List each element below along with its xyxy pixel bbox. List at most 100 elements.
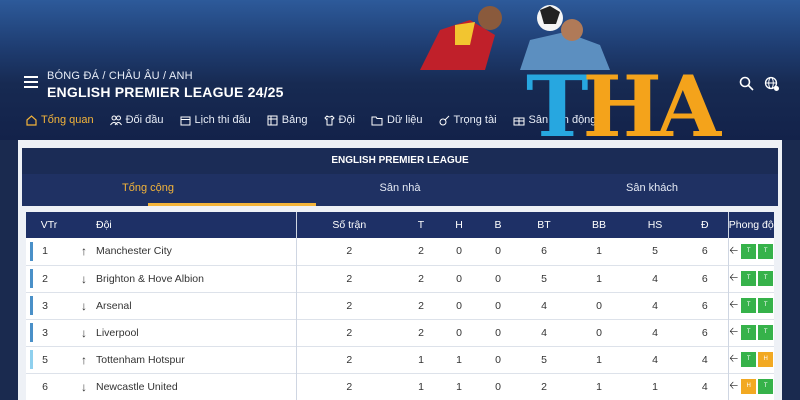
- rank-cell: 1: [42, 245, 48, 258]
- arrow-left-icon[interactable]: 🡠: [729, 353, 739, 365]
- goals-against-cell: 0: [596, 326, 602, 339]
- goal-diff-cell: 4: [652, 272, 658, 285]
- main-nav: Tổng quan Đối đầu Lịch thi đấu Bảng Đội …: [0, 106, 596, 134]
- table-row[interactable]: 5 ↑ Tottenham Hotspur 2 1 1 0 5 1 4 4 🡠 T H: [26, 346, 774, 373]
- standings-table: VTr Đội Số trận T H B BT BB HS Đ Phong đ…: [26, 212, 774, 400]
- globe-settings-icon[interactable]: [764, 76, 780, 92]
- table-row[interactable]: 3 ↓ Arsenal 2 2 0 0 4 0 4 6 🡠 T T: [26, 292, 774, 319]
- tab-away[interactable]: Sân khách: [626, 182, 678, 194]
- zone-indicator: [30, 377, 33, 396]
- tab-overview[interactable]: Tổng quan: [26, 114, 94, 126]
- table-row[interactable]: 6 ↓ Newcastle United 2 1 1 0 2 1 1 4 🡠 H T: [26, 373, 774, 400]
- football-players-image: [420, 5, 610, 70]
- team-name[interactable]: Tottenham Hotspur: [96, 353, 185, 366]
- form-badge: T: [758, 379, 774, 394]
- wins-cell: 2: [418, 326, 424, 339]
- tab-referee[interactable]: Trọng tài: [439, 114, 497, 126]
- goals-against-cell: 1: [596, 353, 602, 366]
- page-title: ENGLISH PREMIER LEAGUE 24/25: [47, 84, 284, 100]
- col-draws[interactable]: H: [455, 219, 463, 231]
- arrow-left-icon[interactable]: 🡠: [729, 326, 739, 338]
- table-icon: [267, 115, 278, 125]
- played-cell: 2: [295, 265, 402, 292]
- trend-icon: ↓: [81, 271, 87, 286]
- points-cell: 6: [701, 299, 708, 312]
- wins-cell: 2: [418, 272, 424, 285]
- tab-data[interactable]: Dữ liệu: [371, 114, 423, 126]
- tab-fixtures[interactable]: Lịch thi đấu: [180, 114, 251, 126]
- tab-stadium[interactable]: Sân vận động: [513, 114, 596, 126]
- form-badge: T: [741, 352, 757, 367]
- users-icon: [109, 115, 122, 125]
- form-badge: T: [741, 243, 757, 259]
- goal-diff-cell: 4: [652, 326, 658, 339]
- col-team[interactable]: Đội: [96, 219, 112, 231]
- tab-total[interactable]: Tổng cộng: [22, 174, 316, 206]
- losses-cell: 0: [495, 353, 501, 366]
- form-badge: T: [741, 325, 757, 340]
- team-name[interactable]: Manchester City: [96, 245, 172, 258]
- arrow-left-icon[interactable]: 🡠: [729, 272, 739, 284]
- col-goal-diff[interactable]: HS: [647, 219, 663, 231]
- trend-icon: ↑: [81, 352, 87, 367]
- standings-tabs: Tổng cộng Sân nhà Sân khách: [22, 174, 778, 206]
- panel-heading: ENGLISH PREMIER LEAGUE: [22, 148, 778, 174]
- tha-watermark-logo: THA: [526, 57, 721, 156]
- breadcrumb[interactable]: BÓNG ĐÁ / CHÂU ÂU / ANH: [47, 70, 193, 82]
- table-row[interactable]: 2 ↓ Brighton & Hove Albion 2 2 0 0 5 1 4 6 🡠 T T: [26, 265, 774, 292]
- table-row[interactable]: 1 ↑ Manchester City 2 2 0 0 6 1 5 6 🡠 T T: [26, 238, 774, 265]
- col-played[interactable]: Số trận: [295, 212, 402, 238]
- col-rank[interactable]: VTr: [40, 219, 58, 231]
- tab-home[interactable]: Sân nhà: [379, 182, 421, 194]
- standings-panel: ENGLISH PREMIER LEAGUE Tổng cộng Sân nhà…: [18, 140, 782, 400]
- played-cell: 2: [295, 238, 402, 265]
- arrow-left-icon[interactable]: 🡠: [729, 244, 739, 257]
- table-row[interactable]: 3 ↓ Liverpool 2 2 0 0 4 0 4 6 🡠 T T: [26, 319, 774, 346]
- hamburger-menu-icon[interactable]: [24, 76, 38, 88]
- home-icon: [26, 114, 37, 126]
- col-wins[interactable]: T: [417, 219, 425, 231]
- form-badge: T: [741, 271, 757, 286]
- draws-cell: 1: [456, 353, 462, 366]
- points-cell: 4: [701, 353, 708, 366]
- played-cell: 2: [295, 292, 402, 319]
- form-cell: 🡠 T T: [729, 269, 775, 288]
- goals-for-cell: 5: [541, 353, 547, 366]
- arrow-left-icon[interactable]: 🡠: [729, 299, 739, 311]
- team-name[interactable]: Brighton & Hove Albion: [96, 272, 204, 285]
- trend-icon: ↓: [81, 379, 87, 394]
- tab-standings[interactable]: Bảng: [267, 114, 308, 126]
- tab-teams[interactable]: Đội: [323, 114, 355, 126]
- arrow-left-icon[interactable]: 🡠: [729, 380, 739, 392]
- rank-cell: 5: [42, 353, 48, 366]
- col-goals-for[interactable]: BT: [537, 219, 551, 231]
- rank-cell: 3: [42, 326, 48, 339]
- tab-head-to-head[interactable]: Đối đầu: [109, 114, 164, 126]
- team-name[interactable]: Liverpool: [96, 326, 139, 339]
- search-icon[interactable]: [739, 76, 754, 91]
- folder-icon: [371, 116, 383, 125]
- col-points[interactable]: Đ: [700, 219, 709, 231]
- col-losses[interactable]: B: [494, 219, 502, 231]
- team-name[interactable]: Arsenal: [96, 299, 132, 312]
- form-badge: H: [741, 379, 757, 394]
- form-cell: 🡠 T T: [729, 323, 775, 342]
- rank-cell: 2: [42, 272, 48, 285]
- zone-indicator: [30, 241, 33, 261]
- draws-cell: 0: [456, 272, 462, 285]
- wins-cell: 1: [418, 353, 424, 366]
- team-name[interactable]: Newcastle United: [96, 380, 178, 393]
- nav-label: Lịch thi đấu: [194, 114, 251, 126]
- col-form[interactable]: Phong độ: [727, 212, 774, 238]
- losses-cell: 0: [495, 245, 501, 258]
- goal-diff-cell: 4: [652, 299, 658, 312]
- draws-cell: 1: [456, 380, 462, 393]
- form-badge: T: [758, 325, 774, 340]
- nav-label: Bảng: [281, 114, 308, 126]
- wins-cell: 2: [418, 245, 424, 258]
- goals-for-cell: 6: [541, 245, 547, 258]
- col-goals-against[interactable]: BB: [591, 219, 606, 231]
- losses-cell: 0: [495, 326, 501, 339]
- nav-label: Trọng tài: [453, 114, 497, 126]
- goals-against-cell: 1: [596, 380, 602, 393]
